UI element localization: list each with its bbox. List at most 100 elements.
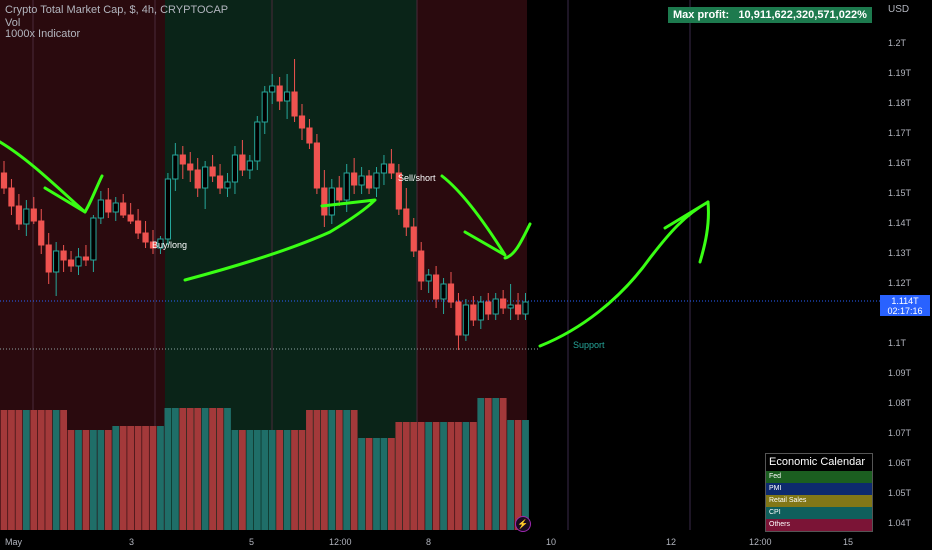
volume-bar — [164, 408, 172, 530]
candle-body — [261, 91, 268, 123]
volume-bar — [216, 408, 224, 530]
candle-body — [8, 187, 15, 207]
volume-bar — [239, 430, 246, 530]
time-tick: 12 — [666, 537, 677, 547]
candle-body — [291, 91, 298, 117]
candle-body — [231, 154, 239, 183]
volume-bar — [157, 426, 164, 530]
volume-bar — [261, 430, 269, 530]
econ-item-pmi: PMI — [766, 483, 872, 495]
volume-bar — [306, 410, 313, 530]
time-tick: May — [5, 537, 23, 547]
vol-legend[interactable]: Vol — [5, 17, 21, 29]
volume-bar — [365, 438, 373, 530]
economic-calendar-legend: Economic Calendar Fed PMI Retail Sales CPI O… — [765, 453, 873, 532]
volume-bar — [112, 426, 120, 530]
candle-body — [343, 172, 350, 201]
candle-body — [410, 226, 417, 252]
candle-body — [15, 205, 22, 225]
economic-calendar-title: Economic Calendar — [769, 456, 865, 468]
candle-body — [447, 283, 455, 303]
price-tick: 1.15T — [888, 188, 912, 198]
lightning-icon[interactable]: ⚡ — [515, 516, 531, 532]
volume-bar — [492, 398, 500, 530]
candle-body — [0, 172, 8, 189]
hand-drawn-arrow[interactable] — [0, 140, 87, 214]
price-tick: 1.19T — [888, 68, 912, 78]
hand-drawn-arrow[interactable] — [183, 198, 377, 282]
volume-bar — [432, 422, 440, 530]
volume-bar — [358, 438, 365, 530]
econ-item-cpi: CPI — [766, 507, 872, 519]
support-label: Support — [573, 340, 605, 350]
price-tick: 1.05T — [888, 488, 912, 498]
price-tick: 1.09T — [888, 368, 912, 378]
volume-bar — [320, 410, 328, 530]
candle-body — [216, 175, 224, 189]
candle-body — [321, 187, 328, 216]
volume-bar — [75, 430, 82, 530]
volume-bar — [507, 420, 514, 530]
candle-body — [455, 301, 462, 336]
candle-body — [388, 163, 395, 174]
candle-body — [239, 154, 246, 171]
volume-bar — [462, 422, 470, 530]
volume-bar — [37, 410, 45, 530]
candle-body — [157, 238, 164, 249]
symbol-title[interactable]: Crypto Total Market Cap, $, 4h, CRYPTOCA… — [5, 4, 229, 16]
hand-drawn-arrow[interactable] — [698, 200, 710, 264]
volume-bar — [402, 422, 410, 530]
volume-bar — [343, 410, 351, 530]
candle-body — [365, 175, 373, 189]
volume-bar — [45, 410, 53, 530]
candle-body — [164, 178, 172, 240]
volume-bar — [127, 426, 135, 530]
buy-long-label: Buy/long — [152, 240, 188, 250]
hand-drawn-arrow[interactable] — [503, 222, 532, 260]
price-tick: 1.08T — [888, 398, 912, 408]
candle-body — [514, 304, 522, 315]
hand-drawn-arrow[interactable] — [538, 200, 710, 348]
candle-body — [380, 163, 388, 174]
volume-bar — [477, 398, 485, 530]
volume-bar — [104, 430, 112, 530]
candle-body — [120, 202, 127, 216]
price-tick: 1.18T — [888, 98, 912, 108]
volume-bar — [425, 422, 433, 530]
volume-bar — [30, 410, 38, 530]
volume-bar — [253, 430, 261, 530]
volume-bar — [201, 408, 209, 530]
volume-bar — [350, 410, 358, 530]
volume-bar — [328, 410, 336, 530]
hand-drawn-arrow[interactable] — [83, 174, 104, 214]
candle-body — [179, 154, 186, 165]
time-tick: 3 — [129, 537, 135, 547]
volume-bar — [499, 398, 507, 530]
volume-bar — [119, 426, 127, 530]
candle-body — [522, 301, 529, 315]
candle-body — [403, 208, 410, 228]
max-profit-value: 10,911,622,320,571,022% — [738, 9, 867, 21]
volume-bar — [186, 408, 194, 530]
time-tick: 12:00 — [749, 537, 772, 547]
candle-body — [90, 217, 97, 261]
volume-bar — [82, 430, 90, 530]
volume-bar — [484, 398, 492, 530]
volume-bar — [440, 422, 447, 530]
candle-body — [172, 154, 179, 180]
indicator-legend[interactable]: 1000x Indicator — [5, 28, 81, 40]
volume-bar — [67, 430, 75, 530]
currency-label[interactable]: USD — [888, 4, 910, 15]
volume-bar — [395, 422, 403, 530]
candle-body — [276, 85, 283, 102]
candle-body — [30, 208, 37, 222]
candles — [0, 59, 529, 350]
price-tick: 1.16T — [888, 158, 912, 168]
volume-bar — [231, 430, 239, 530]
time-tick: 5 — [249, 537, 255, 547]
volume-bar — [209, 408, 216, 530]
hand-drawn-arrow[interactable] — [440, 174, 507, 257]
candle-body — [328, 187, 335, 216]
price-tick: 1.14T — [888, 218, 912, 228]
